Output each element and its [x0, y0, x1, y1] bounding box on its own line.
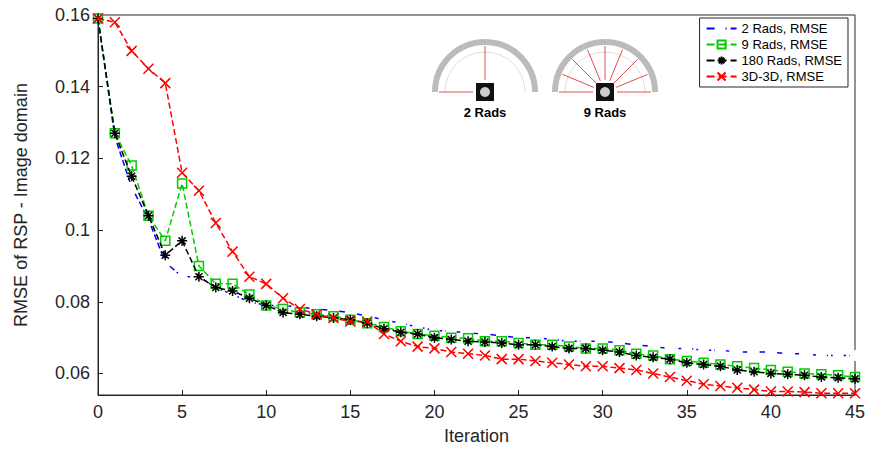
svg-text:3D-3D, RMSE: 3D-3D, RMSE	[742, 69, 825, 84]
svg-text:40: 40	[761, 402, 781, 422]
svg-text:35: 35	[677, 402, 697, 422]
svg-text:9 Rads, RMSE: 9 Rads, RMSE	[742, 37, 828, 52]
svg-text:0.1: 0.1	[65, 220, 90, 240]
svg-text:180 Rads, RMSE: 180 Rads, RMSE	[742, 53, 843, 68]
svg-text:0.14: 0.14	[55, 77, 90, 97]
svg-text:45: 45	[845, 402, 865, 422]
svg-text:10: 10	[256, 402, 276, 422]
svg-text:5: 5	[177, 402, 187, 422]
svg-text:0.16: 0.16	[55, 5, 90, 25]
svg-text:0.08: 0.08	[55, 292, 90, 312]
svg-text:Iteration: Iteration	[444, 426, 509, 446]
svg-text:2 Rads, RMSE: 2 Rads, RMSE	[742, 21, 828, 36]
svg-text:RMSE of RSP - Image domain: RMSE of RSP - Image domain	[11, 83, 31, 327]
svg-text:9 Rads: 9 Rads	[584, 105, 627, 120]
svg-text:2 Rads: 2 Rads	[464, 105, 507, 120]
svg-text:0.12: 0.12	[55, 148, 90, 168]
svg-text:15: 15	[340, 402, 360, 422]
svg-text:0.06: 0.06	[55, 363, 90, 383]
svg-text:0: 0	[93, 402, 103, 422]
svg-text:25: 25	[509, 402, 529, 422]
svg-text:30: 30	[593, 402, 613, 422]
svg-text:20: 20	[424, 402, 444, 422]
